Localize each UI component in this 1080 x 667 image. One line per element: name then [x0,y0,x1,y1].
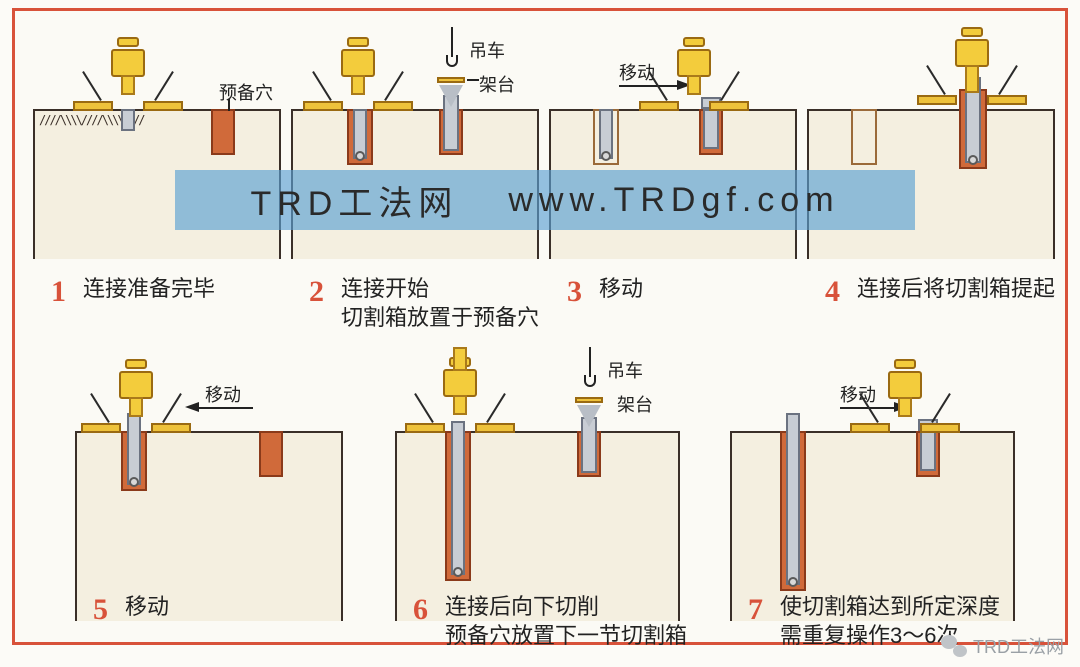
wechat-label: TRD工法网 [973,633,1064,659]
label-move: 移动 [205,381,241,407]
trd-machine [73,31,183,111]
step-6: 吊车 架台 [395,341,680,623]
label-platform: 架台 [479,71,515,97]
caption-6: 6 连接后向下切削 预备穴放置下一节切割箱 [413,593,687,650]
prep-hole [211,109,235,155]
caption-3: 3 移动 [567,275,643,304]
watermark-banner: TRD工法网 www.TRDgf.com [175,170,915,230]
label-crane: 吊车 [469,37,505,63]
diagram-frame: ////\\\\////\\\\//// 预备穴 1 连接准备完毕 吊车 架台 [12,8,1068,645]
caption-2: 2 连接开始 切割箱放置于预备穴 [309,275,539,332]
platform-top [437,77,465,83]
watermark-right: www.TRDgf.com [508,181,839,220]
wechat-credit: TRD工法网 [941,633,1064,659]
step-text: 连接准备完毕 [51,275,215,304]
watermark-left: TRD工法网 [250,176,458,225]
step-5: 移动 [75,341,343,623]
wechat-icon [941,635,967,657]
step-7: 移动 [730,341,1015,623]
platform-icon [439,85,463,107]
crane-hook-icon [446,55,458,67]
caption-5: 5 移动 [93,593,169,622]
step-num: 1 [51,275,66,309]
caption-1: 1 连接准备完毕 [51,275,215,304]
caption-4: 4 连接后将切割箱提起 [825,275,1055,304]
crane-line [451,27,453,57]
